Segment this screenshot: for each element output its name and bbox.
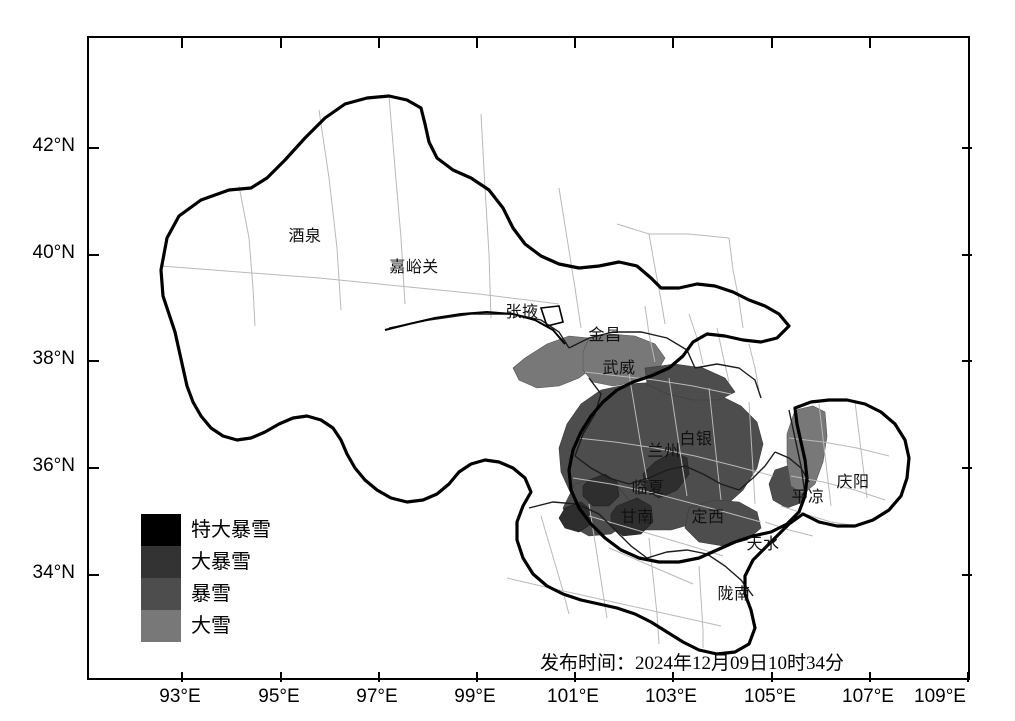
legend-row: 大雪: [141, 610, 291, 642]
snow-area-baoxue-tianshui: [684, 499, 762, 547]
snow-area-baoxue-north-spur: [644, 363, 736, 401]
snow-area-dabaoxue-linxia: [582, 473, 620, 507]
prefecture-boundaries: [388, 313, 810, 597]
legend-swatch-baoxue: [141, 578, 181, 610]
x-tick-105e: 105°E: [744, 686, 796, 707]
legend-swatch-tedabaoxue: [141, 514, 181, 546]
legend-row: 暴雪: [141, 578, 291, 610]
legend-row: 特大暴雪: [141, 514, 291, 546]
prefecture-south: [501, 500, 753, 650]
legend-label-dabaoxue: 大暴雪: [191, 551, 251, 573]
legend-row: 大暴雪: [141, 546, 291, 578]
snow-level-legend: 特大暴雪 大暴雪 暴雪 大雪: [141, 514, 291, 642]
snow-area-dabaoxue-dingxi: [610, 497, 654, 537]
x-tick-95e: 95°E: [258, 686, 300, 707]
jiayuguan-enclave: [539, 305, 564, 327]
y-tick-36n: 36°N: [32, 455, 75, 476]
x-tick-109e: 109°E: [914, 686, 966, 707]
x-tick-97e: 97°E: [356, 686, 398, 707]
legend-label-tedabaoxue: 特大暴雪: [191, 519, 271, 541]
y-tick-38n: 38°N: [32, 348, 75, 369]
y-tick-40n: 40°N: [32, 242, 75, 263]
x-tick-103e: 103°E: [645, 686, 697, 707]
gansu-map-svg: [159, 94, 911, 656]
prefecture-jiuquan: [159, 96, 789, 330]
axis-ticks: [89, 38, 972, 682]
y-tick-42n: 42°N: [32, 135, 75, 156]
gansu-province-outline: [159, 94, 911, 656]
x-tick-99e: 99°E: [454, 686, 496, 707]
legend-label-baoxue: 暴雪: [191, 583, 231, 605]
legend-swatch-daxue: [141, 610, 181, 642]
x-tick-101e: 101°E: [547, 686, 599, 707]
y-tick-34n: 34°N: [32, 562, 75, 583]
x-tick-107e: 107°E: [842, 686, 894, 707]
legend-label-daxue: 大雪: [191, 615, 231, 637]
x-tick-93e: 93°E: [159, 686, 201, 707]
issue-time-text: 发布时间：2024年12月09日10时34分: [540, 653, 845, 674]
map-plot-frame: 酒泉 嘉峪关 张掖 金昌 武威 兰州 白银 临夏 甘南 定西 天水 平凉 庆阳 …: [87, 36, 972, 682]
snow-area-dabaoxue-linxia-south: [558, 501, 592, 533]
legend-swatch-dabaoxue: [141, 546, 181, 578]
